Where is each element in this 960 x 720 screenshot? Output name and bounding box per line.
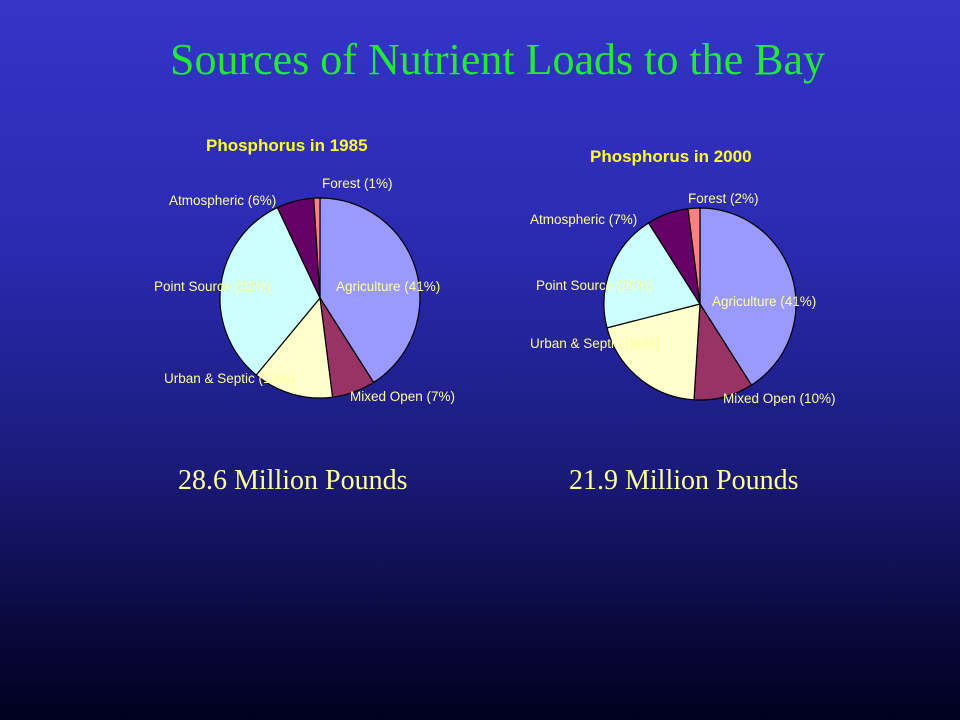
- slice-forest: [687, 207, 701, 305]
- slice-label-atmospheric: Atmospheric (6%): [169, 193, 276, 208]
- slice-label-mixed-open: Mixed Open (7%): [350, 389, 455, 404]
- pie-2000: Agriculture (41%) Mixed Open (10%) Urban &…: [530, 191, 836, 406]
- chart-title-2000: Phosphorus in 2000: [590, 147, 752, 166]
- slide-title: Sources of Nutrient Loads to the Bay: [170, 35, 825, 84]
- slice-point-source: [603, 222, 701, 329]
- slice-label-mixed-open: Mixed Open (10%): [723, 391, 836, 406]
- slice-label-agriculture: Agriculture (41%): [336, 279, 440, 294]
- chart-title-1985: Phosphorus in 1985: [206, 136, 368, 155]
- slice-label-urban-septic: Urban & Septic (20%): [530, 336, 661, 351]
- slice-point-source: [219, 206, 321, 376]
- slice-urban-septic: [255, 296, 334, 399]
- slice-label-forest: Forest (1%): [322, 176, 393, 191]
- slice-label-agriculture: Agriculture (41%): [712, 294, 816, 309]
- slice-label-urban-septic: Urban & Septic (13%): [164, 371, 295, 386]
- total-label-1985: 28.6 Million Pounds: [178, 465, 408, 496]
- slice-label-point-source: Point Source (32%): [154, 279, 271, 294]
- slice-forest: [313, 197, 321, 299]
- pie-1985: Agriculture (41%) Mixed Open (7%) Urban & …: [154, 176, 455, 404]
- total-label-2000: 21.9 Million Pounds: [569, 465, 799, 496]
- slice-label-atmospheric: Atmospheric (7%): [530, 212, 637, 227]
- slice-urban-septic: [606, 303, 701, 401]
- slice-label-point-source: Point Source (20%): [536, 278, 653, 293]
- slice-label-forest: Forest (2%): [688, 191, 759, 206]
